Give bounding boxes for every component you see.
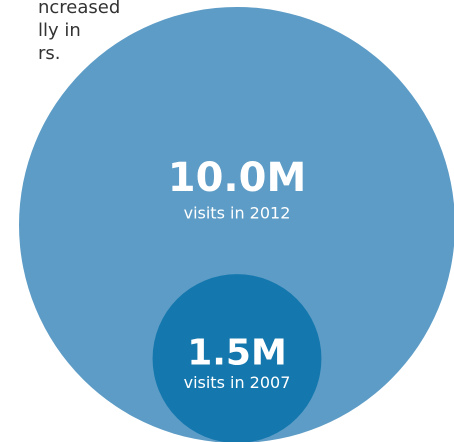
annotation-line: ncreased: [38, 0, 120, 18]
bubble: [152, 274, 322, 442]
bubble-caption: visits in 2007: [184, 373, 291, 392]
bubble-caption: visits in 2012: [184, 204, 291, 223]
annotation-line: lly in: [38, 20, 81, 41]
bubble-value-label: 1.5M: [187, 333, 287, 374]
bubble-value-label: 10.0M: [168, 155, 307, 201]
bubble: [19, 7, 454, 442]
annotation-line: rs.: [38, 43, 61, 64]
